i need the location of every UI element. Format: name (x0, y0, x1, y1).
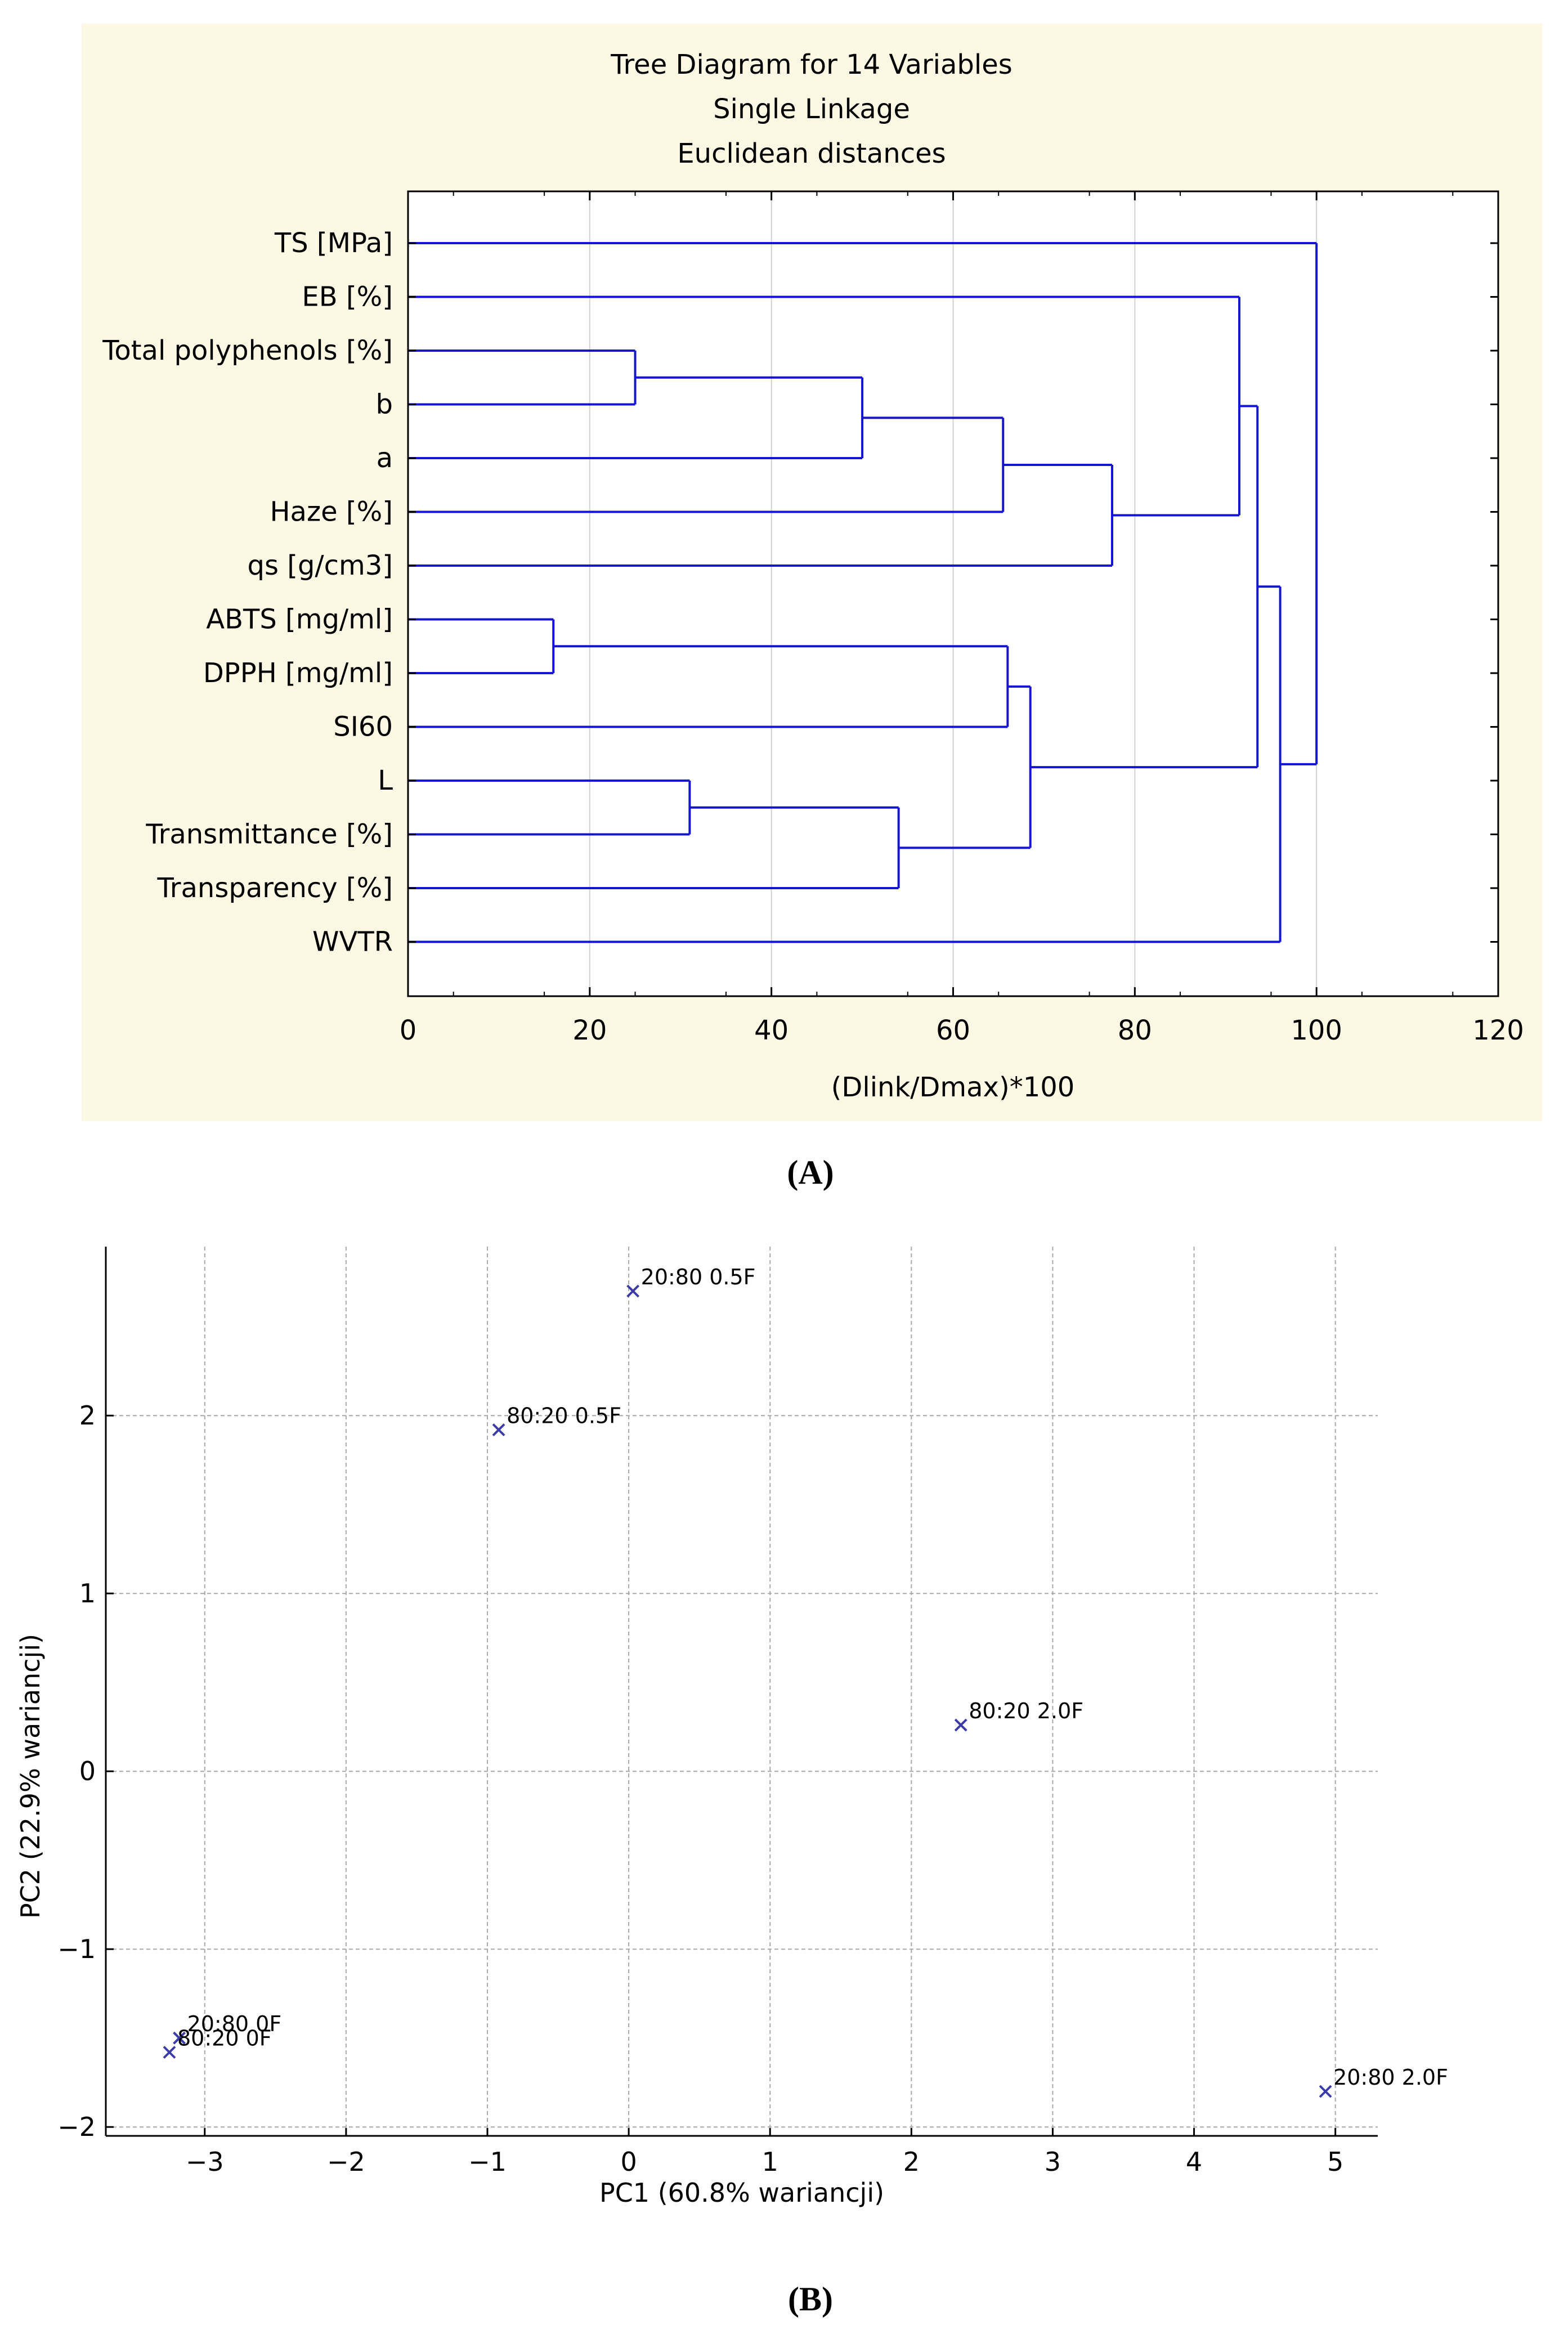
scatter-tick-labels: −3 −2 −1 0 1 2 3 4 5 −2 −1 0 1 2 (57, 1400, 1343, 2177)
point-80-20-0f: 80:20 0F (163, 2026, 272, 2059)
dendrogram-title-line-3: Euclidean distances (677, 138, 946, 169)
dendrogram-title-line-2: Single Linkage (713, 93, 910, 125)
scatter-x-tick-label-0: 0 (620, 2147, 637, 2177)
scatter-x-tick-label-4: 4 (1186, 2147, 1202, 2177)
leaf-label-wvtr: WVTR (312, 926, 393, 958)
dendrogram-x-tick-60: 60 (936, 1015, 970, 1046)
dendrogram-leaf-labels: TS [MPa] EB [%] Total polyphenols [%] ba Haz… (102, 227, 393, 958)
dendrogram-panel: Tree Diagram for 14 Variables Single Lin… (82, 24, 1542, 1121)
scatter-x-tick-label-2: 2 (903, 2147, 920, 2177)
scatter-y-tick-label--2: −2 (57, 2112, 96, 2142)
dendrogram-x-tick-100: 100 (1291, 1015, 1342, 1046)
scatter-y-tick-label-1: 1 (79, 1578, 96, 1609)
point-80-20-0-5f: 80:20 0.5F (492, 1403, 621, 1436)
pca-scatter-panel: −3 −2 −1 0 1 2 3 4 5 −2 −1 0 1 2 20:80 0.5F 80:20 0.5F… (15, 1247, 1448, 2208)
point-label-80-20-0f: 80:20 0F (177, 2026, 272, 2050)
point-marker-stroke-2 (492, 1423, 505, 1436)
panel-a-label: (A) (787, 1154, 834, 1191)
dendrogram-x-tick-40: 40 (754, 1015, 789, 1046)
scatter-x-tick-label--2: −2 (327, 2147, 365, 2177)
scatter-x-tick-label-5: 5 (1327, 2147, 1343, 2177)
point-label-20-80-0f: 20:80 0F (187, 2011, 282, 2036)
scatter-x-axis-label: PC1 (60.8% wariancji) (599, 2178, 884, 2208)
point-80-20-2-0f: 80:20 2.0F (954, 1699, 1083, 1732)
scatter-points: 20:80 0.5F 80:20 0.5F 80:20 2.0F 20:80 0F80… (163, 1265, 1448, 2098)
leaf-label-si60: SI60 (333, 711, 393, 743)
point-label-20-80-0-5f: 20:80 0.5F (641, 1265, 756, 1289)
scatter-x-tick-label-3: 3 (1045, 2147, 1061, 2177)
dendrogram-x-tick-80: 80 (1118, 1015, 1152, 1046)
leaf-label-ts-mpa: TS [MPa] (274, 227, 393, 259)
leaf-label-transparency: Transparency [%] (157, 872, 393, 904)
scatter-y-tick-label-2: 2 (79, 1400, 96, 1431)
scatter-axes (105, 1247, 1378, 2137)
dendrogram-x-tick-120: 120 (1472, 1015, 1524, 1046)
leaf-label-haze: Haze [%] (270, 496, 393, 528)
leaf-label-b: b (376, 389, 393, 420)
scatter-y-axis-label: PC2 (22.9% wariancji) (15, 1634, 46, 1919)
leaf-label-dpph-mg-ml: DPPH [mg/ml] (203, 657, 393, 689)
panel-b-label: (B) (788, 2281, 833, 2318)
dendrogram-ticks (407, 191, 1499, 996)
point-20-80-2-0f: 20:80 2.0F (1319, 2065, 1448, 2098)
leaf-label-transmittance: Transmittance [%] (145, 819, 393, 850)
dendrogram-x-tick-20: 20 (572, 1015, 607, 1046)
leaf-label-a: a (377, 442, 393, 474)
dendrogram-x-axis-label: (Dlink/Dmax)*100 (831, 1072, 1075, 1103)
scatter-x-tick-label--3: −3 (186, 2147, 224, 2177)
point-label-20-80-2-0f: 20:80 2.0F (1333, 2065, 1448, 2090)
leaf-label-total-polyphenols: Total polyphenols [%] (102, 335, 393, 366)
scatter-gridlines (106, 1247, 1378, 2136)
point-label-80-20-0-5f: 80:20 0.5F (507, 1403, 621, 1428)
point-marker-stroke-2 (163, 2046, 176, 2059)
leaf-label-eb: EB [%] (302, 281, 393, 313)
scatter-y-tick-label-0: 0 (79, 1756, 96, 1786)
dendrogram-x-tick-0: 0 (400, 1015, 417, 1046)
scatter-x-tick-label-1: 1 (762, 2147, 778, 2177)
dendrogram-x-tick-labels: 0 20 40 60 80 100 120 (400, 1015, 1524, 1046)
dendrogram-title-line-1: Tree Diagram for 14 Variables (610, 49, 1013, 80)
point-marker-stroke-2 (954, 1718, 967, 1732)
dendrogram-links (408, 242, 1318, 943)
leaf-label-qs-g-cm3: qs [g/cm3] (247, 550, 393, 581)
point-marker-stroke-2 (173, 2031, 186, 2045)
leaf-label-l: L (378, 765, 393, 796)
scatter-y-tick-label--1: −1 (57, 1934, 96, 1964)
scatter-x-tick-label--1: −1 (468, 2147, 507, 2177)
point-20-80-0-5f: 20:80 0.5F (626, 1265, 756, 1298)
point-marker-stroke-2 (1319, 2085, 1332, 2098)
leaf-label-abts-mg-ml: ABTS [mg/ml] (206, 604, 393, 635)
point-20-80-0f: 20:80 0F (173, 2011, 282, 2045)
point-marker-stroke-2 (626, 1284, 640, 1298)
point-label-80-20-2-0f: 80:20 2.0F (969, 1699, 1083, 1723)
